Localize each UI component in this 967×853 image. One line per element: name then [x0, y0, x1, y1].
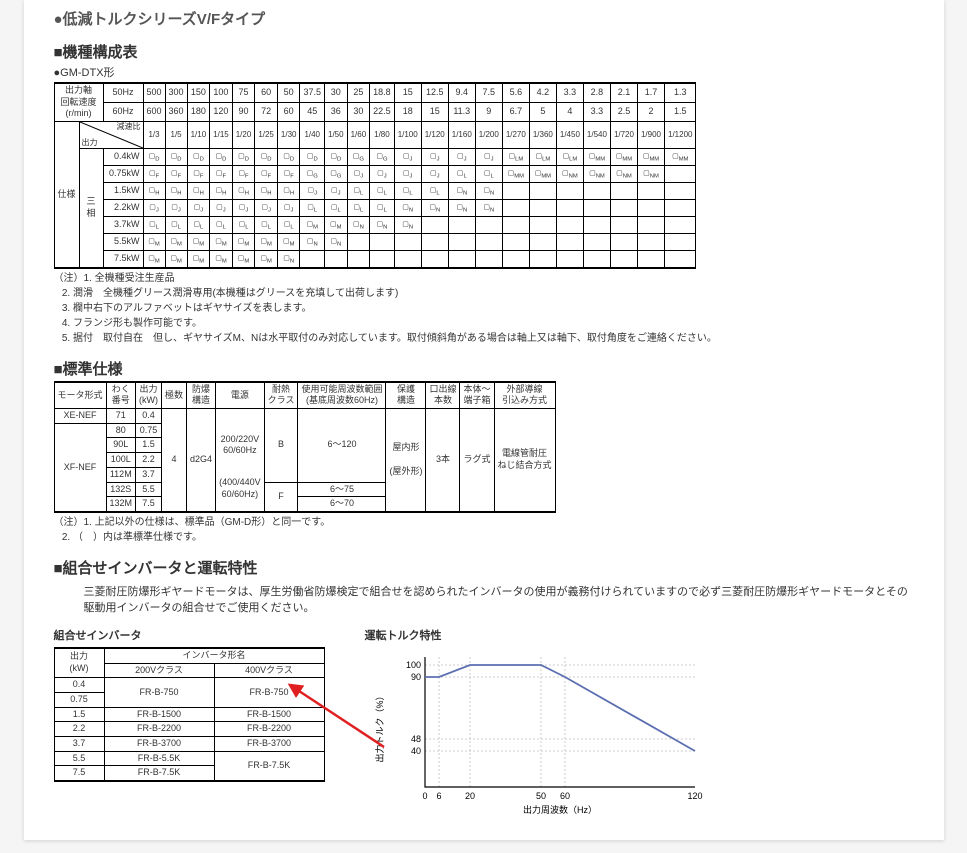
torque-chart: 100 90 48 40 06 20 50 60 120 出力周波数（Hz） 出力トルク（%） — [365, 647, 725, 817]
inverter-and-chart-row: 組合せインバータ 出力(kW)インバータ形名200Vクラス400Vクラス0.4F… — [54, 627, 914, 820]
spec-table: モータ形式わく番号出力(kW)極数防爆構造電源耐熱クラス使用可能周波数範囲(基底… — [54, 381, 556, 513]
sec3-title: ■組合せインバータと運転特性 — [54, 557, 914, 578]
main-title: ●低減トルクシリーズV/Fタイプ — [54, 8, 914, 29]
sec1-subtitle: ●GM-DTX形 — [54, 64, 914, 80]
svg-text:出力周波数（Hz）: 出力周波数（Hz） — [523, 804, 597, 815]
svg-text:20: 20 — [464, 791, 474, 801]
svg-text:40: 40 — [410, 746, 420, 756]
svg-text:48: 48 — [410, 734, 420, 744]
svg-text:6: 6 — [436, 791, 441, 801]
svg-text:0: 0 — [422, 791, 427, 801]
chart-title: 運転トルク特性 — [365, 627, 725, 643]
inverter-table-title: 組合せインバータ — [54, 627, 325, 643]
svg-text:出力トルク（%）: 出力トルク（%） — [374, 691, 385, 762]
inverter-table: 出力(kW)インバータ形名200Vクラス400Vクラス0.4FR-B-750FR… — [54, 647, 325, 782]
sec1-title: ■機種構成表 — [54, 41, 914, 62]
sec2-title: ■標準仕様 — [54, 358, 914, 379]
sec1-notes: （注）1. 全機種受注生産品 2. 潤滑 全機種グリース潤滑専用(本機種はグリー… — [54, 271, 914, 346]
svg-text:90: 90 — [410, 672, 420, 682]
svg-text:120: 120 — [687, 791, 702, 801]
sec2-notes: （注）1. 上記以外の仕様は、標準品（GM-D形）と同一です。 2. （ ）内は… — [54, 515, 914, 545]
sec3-intro: 三菱耐圧防爆形ギヤードモータは、厚生労働省防爆検定で組合せを認められたインバータ… — [84, 584, 914, 617]
document-page: ●低減トルクシリーズV/Fタイプ ■機種構成表 ●GM-DTX形 出力軸回転速度… — [24, 0, 944, 840]
svg-text:60: 60 — [559, 791, 569, 801]
svg-text:50: 50 — [535, 791, 545, 801]
model-config-table: 出力軸回転速度(r/min)50Hz50030015010075605037.5… — [54, 82, 697, 269]
svg-text:100: 100 — [405, 660, 420, 670]
